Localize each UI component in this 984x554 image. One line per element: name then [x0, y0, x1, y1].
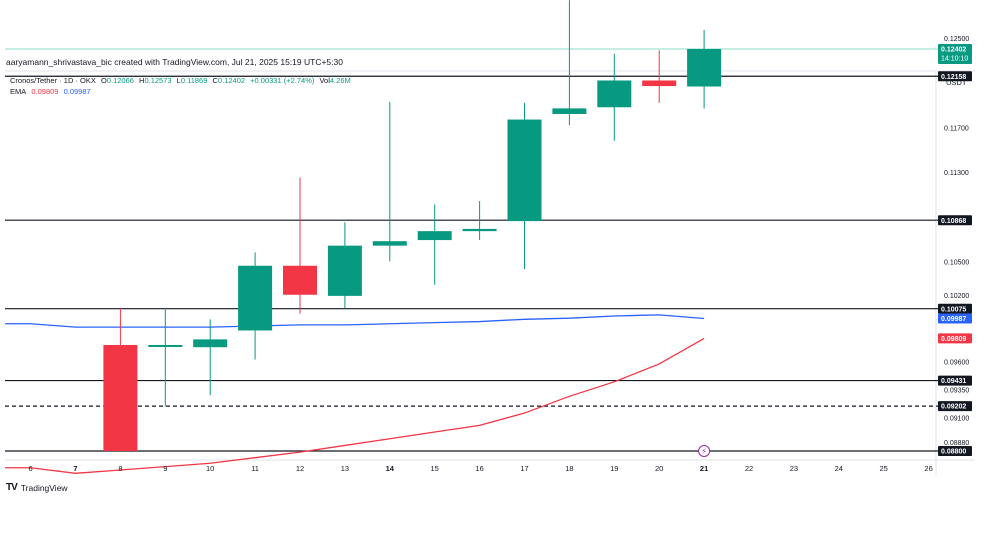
low-label: L	[176, 76, 181, 85]
time-tick-label: 9	[163, 464, 167, 473]
high-label: H	[139, 76, 145, 85]
level-price-tag-bg	[938, 71, 972, 82]
price-tick-label: 0.09350	[944, 388, 969, 395]
ema-fast-value: 0.09809	[31, 87, 59, 96]
ema-fast-line	[5, 337, 705, 474]
time-tick-label: 17	[520, 464, 528, 473]
time-tick-label: 22	[745, 464, 753, 473]
close-value: 0.12402	[217, 76, 246, 85]
close-label: C	[212, 76, 218, 85]
level-price-tag: 0.08800	[941, 449, 966, 456]
time-tick-label: 18	[565, 464, 573, 473]
candle-body	[597, 80, 632, 108]
time-tick-label: 20	[655, 464, 663, 473]
price-tick-label: 0.09600	[944, 360, 969, 367]
candle-body	[417, 231, 452, 241]
price-tick-label: 0.09100	[944, 416, 969, 423]
ema-price-tag: 0.09809	[941, 336, 966, 343]
level-price-tag: 0.10868	[941, 218, 966, 225]
level-price-tag: 0.10075	[941, 306, 966, 313]
ema-price-tag-bg	[938, 313, 972, 324]
time-tick-label: 25	[880, 464, 888, 473]
candle-body	[372, 241, 407, 246]
price-tick-label: 0.11300	[944, 170, 969, 177]
open-value: 0.12066	[106, 76, 134, 85]
candle-body	[552, 108, 587, 114]
bar-countdown: 14:10:10	[941, 56, 968, 63]
candle-body	[238, 265, 273, 331]
chart-attribution: aaryamann_shrivastava_bic created with T…	[6, 57, 343, 67]
price-tick-label: 0.08880	[944, 440, 969, 447]
volume-value: 4.26M	[329, 76, 351, 85]
candle-body	[103, 344, 138, 451]
level-price-tag-bg	[938, 303, 972, 314]
candle-body	[507, 119, 542, 222]
last-price-tag-bg	[938, 44, 972, 65]
time-tick-label: 15	[431, 464, 439, 473]
level-price-tag-bg	[938, 375, 972, 386]
ema-price-tag-bg	[938, 333, 972, 344]
time-tick-label: 12	[296, 464, 304, 473]
level-price-tag-bg	[938, 446, 972, 456]
low-value: 0.11869	[180, 76, 208, 85]
tradingview-brand: TradingView	[20, 482, 68, 493]
time-tick-label: 19	[610, 464, 618, 473]
candle-body	[462, 228, 497, 232]
symbol-name[interactable]: Cronos/Tether · 1D · OKX	[10, 76, 96, 85]
price-tick-label: 0.11700	[944, 125, 969, 132]
time-tick-label: 13	[341, 464, 349, 473]
candle-body	[283, 265, 317, 295]
tradingview-footer: TV TradingView	[6, 482, 68, 493]
level-price-tag-bg	[938, 215, 972, 226]
time-tick-label: 14	[386, 464, 395, 473]
candle-body	[148, 344, 183, 347]
time-tick-label: 23	[790, 464, 798, 473]
time-tick-label: 16	[475, 464, 483, 473]
candle-body	[687, 49, 722, 87]
symbol-legend: Cronos/Tether · 1D · OKX O0.12066 H0.125…	[10, 76, 354, 85]
ema-label: EMA	[10, 87, 27, 96]
level-price-tag: 0.09431	[941, 378, 966, 385]
time-tick-label: 10	[206, 464, 214, 473]
time-tick-label: 7	[73, 464, 77, 473]
time-tick-label: 11	[251, 464, 259, 473]
time-tick-label: 8	[118, 464, 122, 473]
lightning-glyph: ⚡	[701, 447, 707, 456]
open-label: O	[100, 76, 107, 85]
time-tick-label: 6	[29, 464, 33, 473]
price-tick-label: 0.10500	[944, 259, 969, 266]
price-tick-label: 0.10200	[944, 293, 969, 300]
ema-slow-line	[5, 314, 705, 328]
time-tick-label: 26	[924, 464, 932, 473]
time-tick-label: 24	[835, 464, 843, 473]
candle-body	[642, 80, 677, 87]
volume-label: Vol	[319, 76, 330, 85]
high-value: 0.12573	[144, 76, 172, 85]
candle-body	[327, 245, 362, 296]
level-price-tag: 0.09202	[941, 404, 966, 411]
currency-label[interactable]: USDT	[946, 78, 967, 87]
time-tick-label: 21	[700, 464, 708, 473]
ema-legend[interactable]: EMA 0.09809 0.09987	[10, 87, 94, 96]
last-price-tag: 0.12402	[941, 47, 966, 54]
candle-body	[193, 339, 228, 348]
ema-slow-value: 0.09987	[63, 87, 91, 96]
level-price-tag-bg	[938, 401, 972, 412]
change-value: +0.00331 (+2.74%)	[250, 76, 315, 85]
level-price-tag: 0.12158	[941, 74, 966, 81]
price-tick-label: 0.12500	[944, 36, 969, 43]
lightning-event-icon	[698, 445, 711, 457]
tradingview-logo: TV	[6, 482, 18, 493]
ema-price-tag: 0.09987	[941, 316, 966, 323]
